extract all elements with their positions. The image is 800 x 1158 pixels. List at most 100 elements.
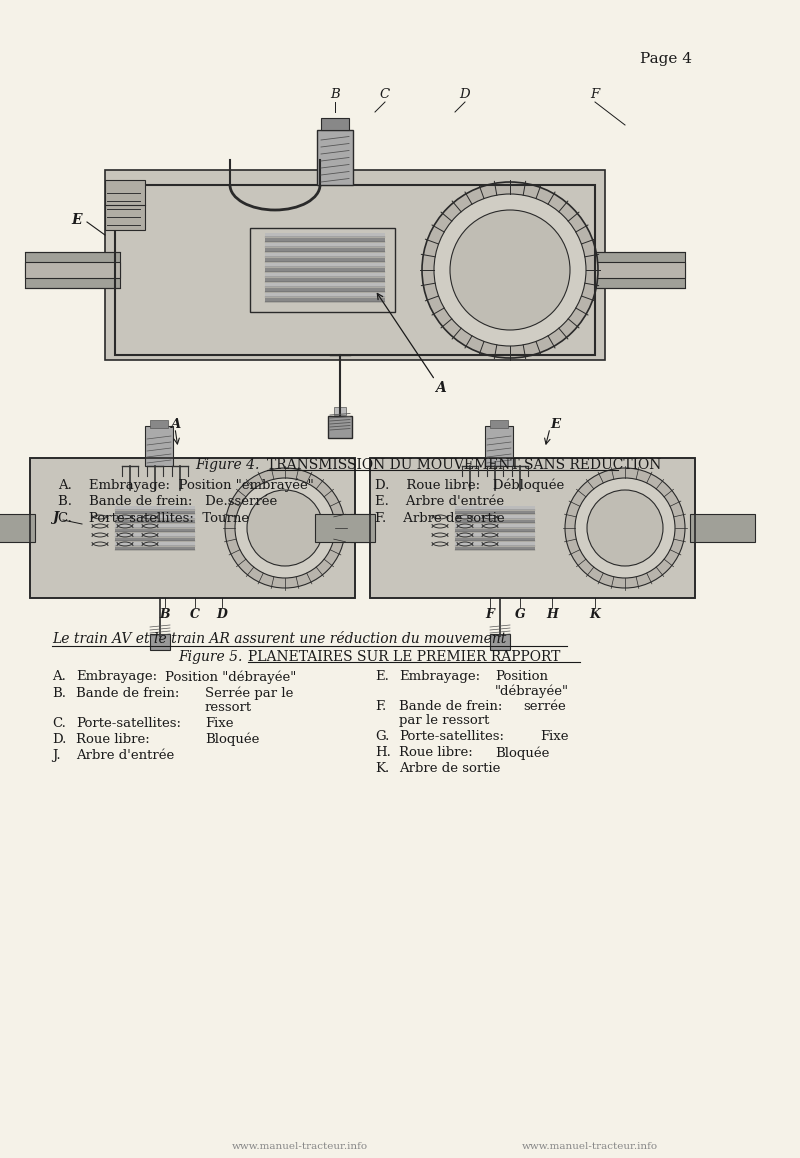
Bar	[370, 459, 695, 598]
Text: Bande de frein:: Bande de frein:	[76, 687, 179, 699]
Text: Embrayage:: Embrayage:	[399, 670, 480, 683]
Text: D: D	[460, 88, 470, 102]
Bar	[115, 542, 195, 545]
Text: par le ressort: par le ressort	[399, 714, 490, 727]
Bar	[455, 547, 535, 550]
Circle shape	[422, 182, 598, 358]
Bar	[315, 514, 375, 542]
Bar	[265, 273, 385, 277]
Text: F.: F.	[375, 699, 386, 713]
Text: Figure 4.: Figure 4.	[195, 459, 259, 472]
Text: K: K	[590, 608, 601, 621]
Bar	[595, 252, 685, 288]
Bar	[490, 420, 508, 428]
Bar	[328, 416, 352, 438]
Bar	[105, 179, 145, 230]
Bar	[455, 515, 535, 519]
Bar	[115, 515, 195, 519]
Bar	[265, 263, 385, 267]
Text: D.    Roue libre:   Débloquée: D. Roue libre: Débloquée	[375, 478, 564, 491]
Text: B.    Bande de frein:   De.sserrée: B. Bande de frein: De.sserrée	[58, 494, 278, 508]
Text: Embrayage:: Embrayage:	[76, 670, 157, 683]
Text: Roue libre:: Roue libre:	[76, 733, 150, 746]
Circle shape	[247, 490, 323, 566]
Text: B: B	[330, 88, 340, 102]
Text: E: E	[72, 213, 82, 227]
Text: H: H	[546, 608, 558, 621]
Circle shape	[565, 468, 685, 588]
Bar	[115, 506, 195, 510]
Bar	[265, 252, 385, 257]
Text: C.: C.	[52, 717, 66, 730]
Bar	[321, 118, 349, 130]
Bar	[455, 520, 535, 523]
Text: Porte-satellites:: Porte-satellites:	[76, 717, 181, 730]
Bar	[0, 514, 35, 542]
Text: K.: K.	[375, 762, 390, 775]
Text: PLANETAIRES SUR LE PREMIER RAPPORT: PLANETAIRES SUR LE PREMIER RAPPORT	[248, 650, 560, 664]
Text: A: A	[170, 418, 180, 432]
Bar	[25, 262, 120, 278]
Bar	[265, 293, 385, 296]
Bar	[370, 459, 695, 598]
Text: H.: H.	[375, 746, 391, 758]
Text: B: B	[160, 608, 170, 621]
Circle shape	[235, 478, 335, 578]
Circle shape	[434, 195, 586, 346]
Bar	[455, 537, 535, 541]
Circle shape	[225, 468, 345, 588]
Text: F: F	[590, 88, 600, 102]
Text: F.    Arbre de sortie: F. Arbre de sortie	[375, 512, 505, 525]
Bar	[265, 243, 385, 247]
Text: Bloquée: Bloquée	[205, 733, 259, 747]
Bar	[115, 547, 195, 550]
Text: A.    Embrayage:  Position "embrayée": A. Embrayage: Position "embrayée"	[58, 478, 314, 491]
Text: Arbre d'entrée: Arbre d'entrée	[76, 749, 174, 762]
Text: Bloquée: Bloquée	[495, 746, 550, 760]
Text: C: C	[380, 88, 390, 102]
Text: E.: E.	[375, 670, 389, 683]
Bar	[30, 459, 355, 598]
Bar	[455, 511, 535, 514]
Text: Figure 5.: Figure 5.	[178, 650, 242, 664]
Bar	[490, 633, 510, 650]
Bar	[150, 633, 170, 650]
Text: C: C	[190, 608, 200, 621]
Bar	[115, 537, 195, 541]
Text: Roue libre:: Roue libre:	[399, 746, 473, 758]
Text: J: J	[52, 512, 58, 525]
Text: B.: B.	[52, 687, 66, 699]
Bar	[150, 420, 168, 428]
Bar	[455, 525, 535, 528]
Text: TRANSMISSION DU MOUVEMENT SANS REDUCTION: TRANSMISSION DU MOUVEMENT SANS REDUCTION	[267, 459, 662, 472]
Bar	[455, 528, 535, 532]
Text: Le train AV et le train AR assurent une réduction du mouvement: Le train AV et le train AR assurent une …	[52, 632, 506, 646]
Text: F: F	[486, 608, 494, 621]
Bar	[115, 533, 195, 536]
Bar	[595, 262, 685, 278]
Circle shape	[587, 490, 663, 566]
Bar	[115, 520, 195, 523]
Bar	[690, 514, 755, 542]
Bar	[265, 288, 385, 292]
Text: ressort: ressort	[205, 701, 252, 714]
Bar	[265, 233, 385, 237]
Text: Porte-satellites:: Porte-satellites:	[399, 730, 504, 743]
Text: www.manuel-tracteur.info: www.manuel-tracteur.info	[522, 1142, 658, 1151]
Bar	[265, 283, 385, 287]
Bar	[317, 130, 353, 185]
Text: www.manuel-tracteur.info: www.manuel-tracteur.info	[232, 1142, 368, 1151]
Bar	[25, 252, 120, 288]
Text: Position "débrayée": Position "débrayée"	[165, 670, 296, 683]
Bar	[265, 278, 385, 283]
Text: A: A	[434, 381, 446, 395]
Bar	[30, 459, 355, 598]
Circle shape	[450, 210, 570, 330]
Circle shape	[575, 478, 675, 578]
Text: C.    Porte-satellites:  Tourne: C. Porte-satellites: Tourne	[58, 512, 249, 525]
Text: E: E	[550, 418, 560, 432]
Text: G: G	[514, 608, 526, 621]
Text: Position: Position	[495, 670, 548, 683]
Bar	[145, 426, 173, 466]
Bar	[334, 406, 346, 415]
